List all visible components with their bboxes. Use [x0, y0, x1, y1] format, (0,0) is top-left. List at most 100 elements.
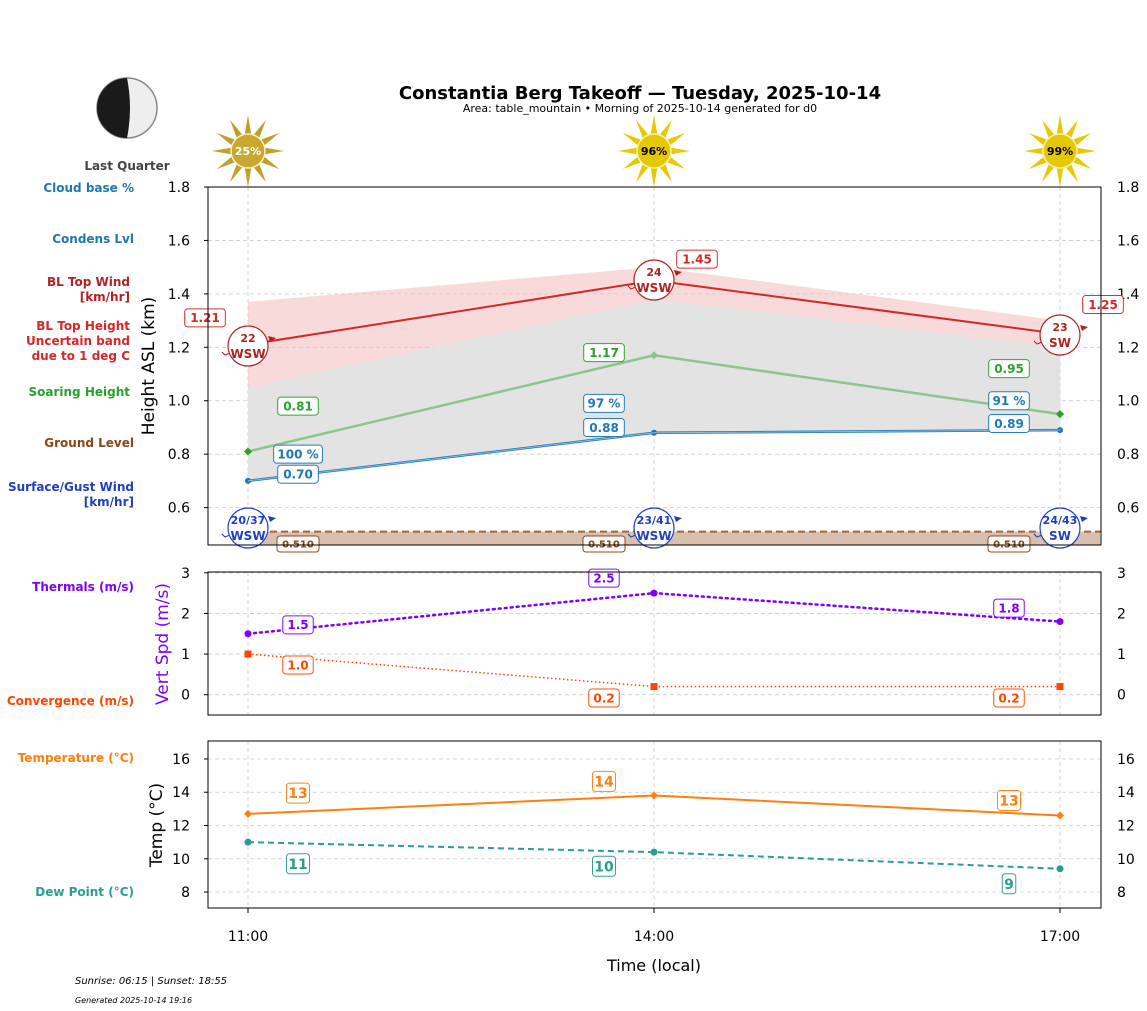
- wind-circle: [633, 259, 675, 301]
- y-tick-label: 16: [172, 752, 190, 768]
- wind-circle: [227, 325, 269, 367]
- sun-times: Sunrise: 06:15 | Sunset: 18:55: [75, 976, 227, 987]
- dewpoint-value-label-box: [1001, 873, 1017, 895]
- legend-surface-wind: Surface/Gust Wind: [8, 480, 134, 494]
- wind-arrow-icon: [1080, 516, 1088, 522]
- convergence-point: [244, 650, 252, 658]
- temperature-point: [244, 809, 252, 818]
- y-tick-label-right: 0.8: [1117, 447, 1139, 463]
- y-tick-label-right: 1.0: [1117, 394, 1139, 410]
- wind-circle: [227, 507, 269, 549]
- y-tick-label-right: 14: [1117, 785, 1135, 801]
- soaring-height-point: [650, 351, 658, 360]
- sun-disc: [1042, 133, 1078, 169]
- sun-disc: [636, 133, 672, 169]
- thermals-point: [650, 589, 658, 597]
- wind-speed: 23: [1052, 321, 1067, 334]
- dewpoint-line: [247, 841, 1061, 870]
- convergence-value-label-text: 0.2: [998, 691, 1019, 705]
- legend-ground: Ground Level: [44, 436, 134, 450]
- convergence-value-label-text: 1.0: [287, 658, 308, 672]
- y-tick-label: 0.8: [168, 447, 190, 463]
- legend-bl-wind-unit: [km/hr]: [80, 290, 130, 304]
- y-axis-label-temp: Temp (°C): [147, 783, 167, 868]
- legend-thermals: Thermals (m/s): [32, 580, 134, 594]
- condens-value-label: 0.70: [277, 464, 319, 484]
- bl-top-uncertainty-band: [248, 267, 1060, 388]
- soaring-value-label: 0.81: [277, 396, 319, 416]
- temperature-value-label-box: [285, 782, 311, 804]
- temperature-point: [1056, 811, 1064, 820]
- convergence-value-label-box: [588, 688, 620, 708]
- dewpoint-point: [244, 838, 252, 846]
- condens-value-label-text: 0.88: [589, 421, 619, 435]
- wind-speed: 20/37: [231, 514, 266, 527]
- thermals-value-label-box: [588, 568, 620, 588]
- wind-speed: 23/41: [637, 514, 672, 527]
- ground-level-label-box: [582, 535, 626, 553]
- chart-subtitle: Area: table_mountain • Morning of 2025-1…: [463, 102, 817, 115]
- wind-direction: WSW: [636, 529, 671, 543]
- sun-icon: 96%: [618, 115, 690, 187]
- ground-level-label-box: [276, 535, 320, 553]
- bl-top-value-label: 1.21: [184, 308, 226, 328]
- y-tick-label-right: 1.8: [1117, 180, 1139, 196]
- sun-percent-label: 25%: [235, 145, 261, 158]
- dewpoint-value-label: 9: [1001, 873, 1017, 895]
- wind-arrow-icon: [268, 516, 276, 522]
- thermals-value-label-text: 1.8: [998, 601, 1019, 615]
- y-tick-label: 0: [181, 688, 190, 704]
- x-tick-label: 14:00: [634, 929, 674, 945]
- thermals-point: [1056, 618, 1064, 626]
- dewpoint-value-label-box: [285, 853, 311, 875]
- y-tick-label-right: 0.6: [1117, 501, 1139, 517]
- soaring-value-label: 0.95: [988, 359, 1030, 379]
- temperature-value-label: 13: [285, 782, 311, 804]
- bl-top-value-label: 1.45: [676, 249, 718, 269]
- vertical-speed-panel: 0 0 1 1 2 2 3 3 1.5 2.5 1.8 1.0 0.2 0.2: [181, 566, 1126, 716]
- wind-direction: WSW: [230, 347, 265, 361]
- dewpoint-point: [1056, 865, 1064, 873]
- dewpoint-value-label-box: [591, 855, 617, 877]
- y-tick-label: 12: [172, 818, 190, 834]
- convergence-value-label: 0.2: [993, 688, 1025, 708]
- convergence-point: [1056, 683, 1064, 691]
- ground-level-label-box: [987, 535, 1031, 553]
- wind-circle: [1039, 314, 1081, 356]
- bl-top-value-label-box: [676, 249, 718, 269]
- soaring-value-label-box: [583, 343, 625, 363]
- y-tick-label: 1.6: [168, 233, 190, 249]
- wind-circle: [633, 507, 675, 549]
- y-tick-label-right: 2: [1117, 606, 1126, 622]
- condens-value-label: 0.89: [988, 413, 1030, 433]
- bl-top-value-label-box: [1082, 295, 1124, 315]
- soaring-value-label-box: [988, 359, 1030, 379]
- ground-fill: [248, 531, 1100, 545]
- thermals-value-label-text: 2.5: [593, 571, 614, 585]
- bl-top-wind-marker: 22 WSW: [221, 325, 276, 367]
- cloud-base-label-text: 100 %: [277, 447, 318, 461]
- thermals-value-label-box: [282, 615, 314, 635]
- convergence-point: [650, 683, 658, 691]
- wind-barb-icon: [627, 533, 637, 538]
- y-tick-label-right: 16: [1117, 752, 1135, 768]
- wind-barb-icon: [1033, 533, 1043, 538]
- temperature-value-label-box: [996, 790, 1022, 812]
- x-axis-label: Time (local): [606, 956, 701, 975]
- x-tick-label: 11:00: [228, 929, 268, 945]
- axes-frame: [207, 740, 1102, 909]
- y-tick-label: 3: [181, 566, 190, 582]
- sun-percent-label: 99%: [1047, 145, 1073, 158]
- ground-level-label: 0.510: [276, 535, 320, 553]
- wind-barb-icon: [1033, 340, 1043, 345]
- wind-barb-icon: [221, 351, 231, 356]
- wind-speed: 24: [646, 266, 662, 279]
- condens-lvl-highlight: [247, 429, 1061, 482]
- y-tick-label-right: 8: [1117, 885, 1126, 901]
- heights-panel: 0.6 0.60.8 0.81.0 1.01.2 1.21.4 1.41.6 1.61.8 1…: [168, 180, 1139, 553]
- wind-direction: WSW: [230, 529, 265, 543]
- y-tick-label: 14: [172, 785, 190, 801]
- soaring-value-label-text: 1.17: [589, 346, 619, 360]
- wind-arrow-icon: [268, 336, 276, 342]
- wind-direction: SW: [1049, 336, 1071, 350]
